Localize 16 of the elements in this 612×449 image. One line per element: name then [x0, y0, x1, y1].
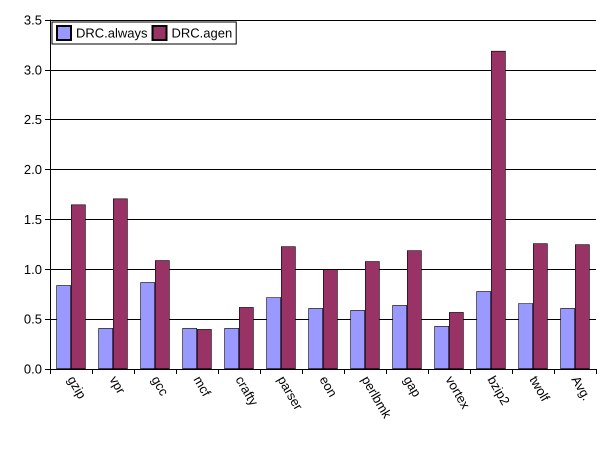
y-tick-label: 2.0: [24, 162, 42, 178]
x-tick-label: mcf: [190, 373, 214, 400]
x-tick-label: gcc: [148, 373, 172, 399]
x-tick-label: gzip: [64, 373, 90, 402]
y-tick-label: 0.5: [24, 312, 42, 327]
y-tick-label: 1.0: [24, 262, 42, 277]
y-tick-label: 1.5: [24, 212, 42, 227]
legend-label: DRC.agen: [172, 26, 232, 40]
y-tick-label: 0.0: [24, 362, 42, 376]
x-tick-label: gap: [400, 373, 424, 400]
x-tick-label: vpr: [106, 373, 129, 397]
y-tick-label: 3.0: [24, 62, 42, 78]
legend-label: DRC.always: [76, 26, 148, 40]
x-tick-label: eon: [316, 373, 340, 400]
y-tick-label: 3.5: [24, 12, 42, 28]
y-tick-label: 2.5: [24, 112, 42, 128]
